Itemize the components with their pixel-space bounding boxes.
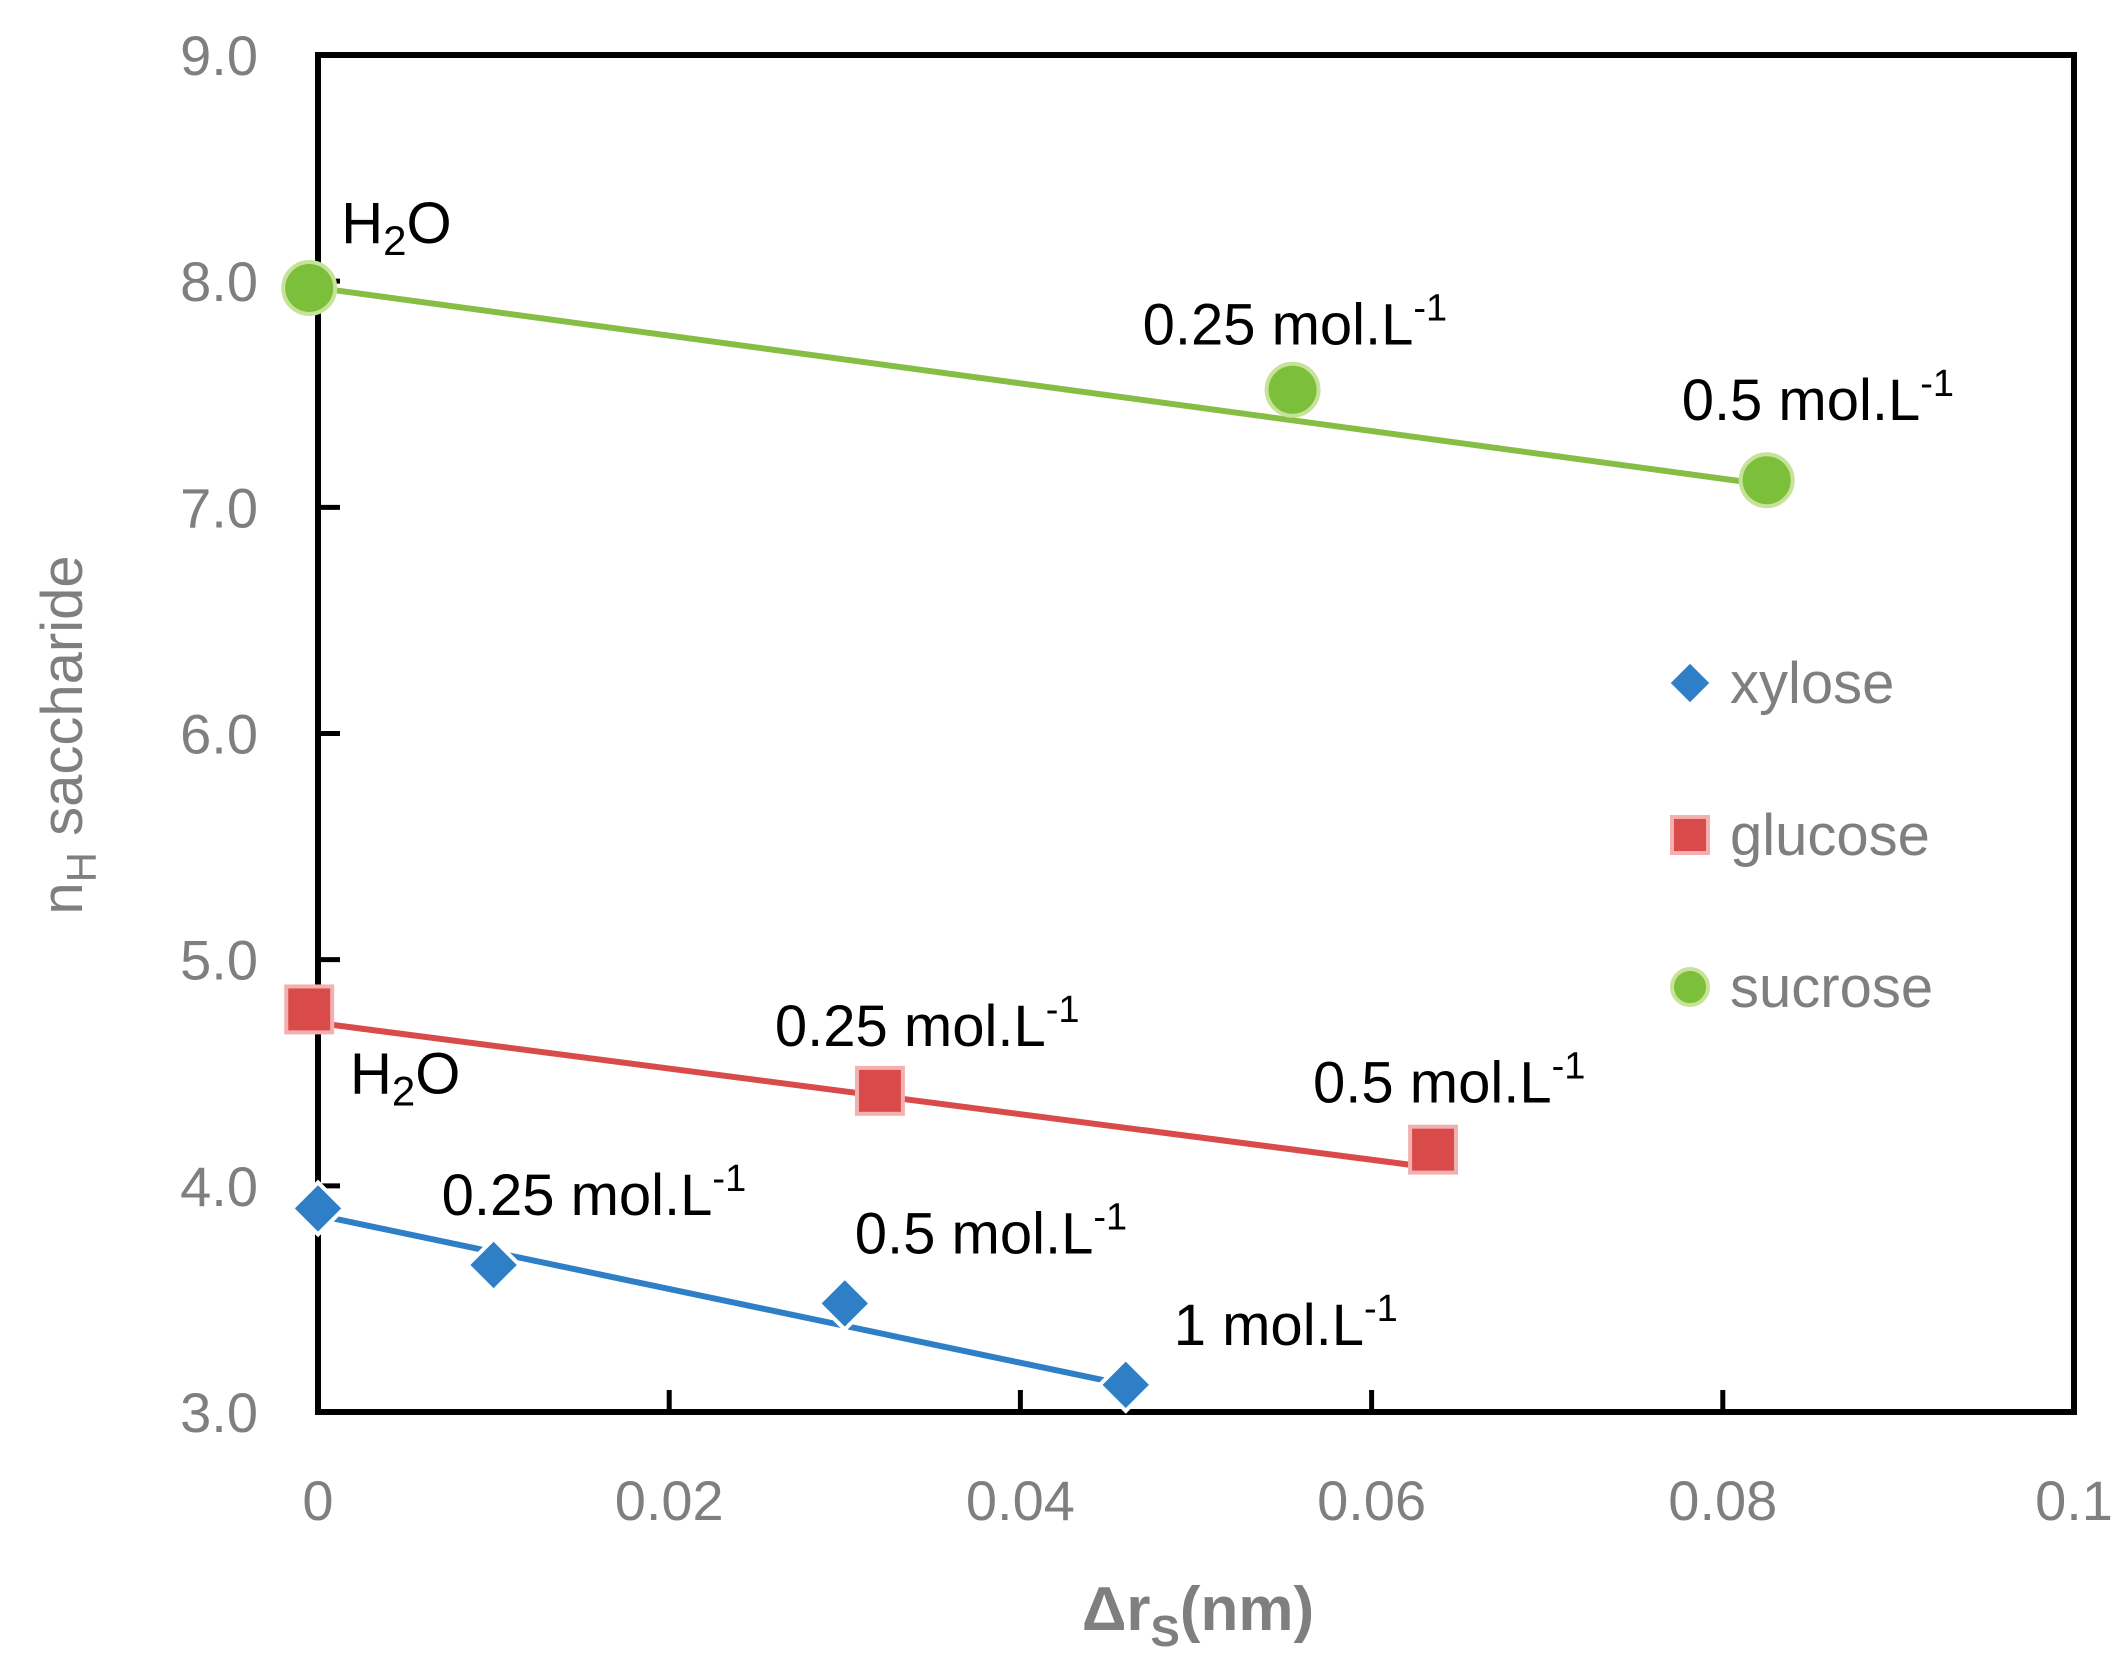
- y-tick-label: 7.0: [180, 476, 258, 539]
- glucose-point: [284, 984, 335, 1035]
- sucrose-point-label: 0.25 mol.L-1: [1143, 288, 1448, 358]
- y-tick-label: 3.0: [180, 1381, 258, 1444]
- x-axis-label: ΔrS(nm): [1082, 1575, 1314, 1656]
- sucrose-trend-line: [317, 284, 1768, 488]
- xylose-point: [464, 1236, 523, 1294]
- legend-sucrose-marker: [1670, 967, 1710, 1007]
- sucrose-point: [281, 259, 338, 316]
- glucose-point: [854, 1065, 905, 1116]
- xylose-point: [1096, 1356, 1155, 1414]
- x-tick-label: 0.06: [1317, 1469, 1426, 1532]
- sucrose-point: [1738, 452, 1795, 509]
- sucrose-point-label: 0.5 mol.L-1: [1682, 363, 1954, 433]
- y-tick-label: 4.0: [180, 1155, 258, 1218]
- legend: xylose glucose sucrose: [1665, 651, 1933, 1020]
- xylose-trend-line: [317, 1212, 1127, 1388]
- xylose-point: [289, 1179, 347, 1238]
- legend-glucose-label: glucose: [1730, 803, 1930, 868]
- x-tick-label: 0.08: [1668, 1469, 1777, 1532]
- legend-xylose-marker: [1665, 658, 1715, 708]
- data-points: [281, 259, 1795, 1414]
- xylose-point-label: 0.5 mol.L-1: [855, 1196, 1127, 1266]
- x-tick-label: 0: [302, 1469, 333, 1532]
- y-tick-label: 9.0: [180, 24, 258, 87]
- sucrose-point: [1264, 361, 1321, 418]
- xylose-point-label: 1 mol.L-1: [1174, 1288, 1398, 1358]
- axes: 3.0 4.0 5.0 6.0 7.0 8.0 9.0 0 0.02 0.04 0.06 0.08 0.…: [30, 24, 2113, 1656]
- glucose-point-label: 0.5 mol.L-1: [1313, 1046, 1585, 1116]
- annotations: H2O 0.25 mol.L-1 0.5 mol.L-1 1 mol.L-1 0.25 …: [341, 191, 1954, 1358]
- y-tick-label: 6.0: [180, 703, 258, 766]
- y-axis-label: nH saccharide: [30, 555, 105, 914]
- legend-glucose-marker: [1669, 814, 1711, 856]
- legend-sucrose-label: sucrose: [1730, 955, 1933, 1020]
- y-tick-label: 5.0: [180, 929, 258, 992]
- glucose-point-label: 0.25 mol.L-1: [775, 989, 1080, 1059]
- x-tick-label: 0.02: [615, 1469, 724, 1532]
- sucrose-point-label: H2O: [341, 191, 451, 264]
- legend-xylose-label: xylose: [1730, 651, 1894, 716]
- x-tick-label: 0.04: [966, 1469, 1075, 1532]
- glucose-point: [1408, 1124, 1459, 1175]
- x-tick-label: 0.1: [2035, 1469, 2113, 1532]
- xylose-point: [815, 1274, 874, 1333]
- xylose-point-label: H2O: [350, 1041, 460, 1114]
- y-tick-label: 8.0: [180, 250, 258, 313]
- xylose-point-label: 0.25 mol.L-1: [442, 1158, 747, 1228]
